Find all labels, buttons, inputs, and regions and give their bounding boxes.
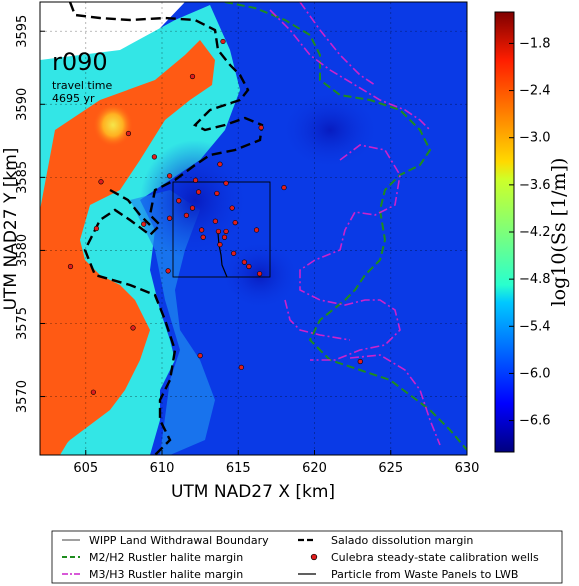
well-marker (223, 228, 229, 235)
colorbar-tick-label: −3.6 (519, 178, 551, 193)
deep-blue-core-3 (280, 90, 380, 170)
m2h2-margin-line (224, 2, 467, 451)
x-tick-label: 630 (455, 461, 480, 476)
well-marker (167, 173, 173, 179)
orange-band (40, 210, 75, 455)
well-marker (141, 221, 147, 227)
well-marker (257, 271, 263, 277)
well-marker (125, 130, 132, 137)
well-marker (167, 215, 173, 221)
legend-wells-swatch (310, 553, 318, 561)
run-label: r090 (52, 48, 108, 76)
x-tick-label: 625 (378, 461, 403, 476)
y-tick-label: 3585 (15, 161, 30, 194)
well-marker (221, 234, 228, 240)
y-tick-label: 3570 (15, 380, 30, 413)
legend-m3h3-label: M3/H3 Rustler halite margin (89, 568, 243, 581)
deep-blue-core (140, 140, 250, 260)
plot-frame (39, 1, 468, 456)
travel-time-value: 4695 yr (52, 92, 95, 105)
well-marker (217, 241, 223, 248)
salado-margin-line (68, 2, 264, 455)
orange-zone (40, 40, 215, 455)
no-data-region (40, 2, 185, 160)
y-tick-label: 3595 (15, 15, 30, 48)
well-marker (196, 189, 202, 195)
well-marker (281, 184, 287, 191)
colorbar-tick-label: −4.8 (519, 272, 551, 287)
x-tick-label: 605 (73, 461, 98, 476)
legend: WIPP Land Withdrawal Boundary M2/H2 Rust… (51, 530, 563, 584)
well-marker (176, 198, 182, 204)
x-axis-ticks: 605 610 615 620 625 630 (73, 450, 479, 476)
legend-wipp-label: WIPP Land Withdrawal Boundary (89, 534, 269, 547)
map-plot-area (40, 2, 467, 455)
particle-path (217, 232, 228, 278)
well-marker (197, 353, 203, 359)
legend-salado-label: Salado dissolution margin (331, 534, 473, 547)
x-tick-label: 610 (150, 461, 175, 476)
well-marker (93, 225, 100, 232)
well-marker (200, 234, 206, 240)
well-marker (90, 389, 96, 395)
travel-time-label: travel time (52, 79, 112, 92)
y-tick-label: 3575 (15, 307, 30, 340)
legend-particle-label: Particle from Waste Panels to LWB (331, 568, 518, 581)
well-marker (67, 263, 74, 270)
legend-wells-label: Culebra steady-state calibration wells (331, 551, 539, 564)
well-marker (192, 177, 199, 183)
well-marker (199, 227, 205, 233)
gridlines (40, 2, 467, 455)
well-marker (220, 38, 226, 45)
salado-margin-line-inner (109, 188, 151, 226)
x-axis-label: UTM NAD27 X [km] (171, 482, 335, 502)
colorbar-tick-label: −6.6 (519, 414, 551, 429)
well-marker (151, 154, 157, 160)
well-marker (231, 250, 237, 256)
colorbar-ticks: −1.8 −2.4 −3.0 −3.6 −4.2 −4.8 −5.4 −6.0 −6.6 (509, 36, 551, 429)
well-marker (258, 125, 264, 131)
well-marker (253, 227, 260, 233)
well-marker (238, 364, 244, 370)
colorbar-tick-label: −5.4 (519, 319, 551, 334)
colorbar-tick-label: −2.4 (519, 84, 551, 99)
colorbar-label: log10(Ss [1/m]) (548, 158, 570, 307)
legend-m2h2-label: M2/H2 Rustler halite margin (89, 551, 243, 564)
colorbar-tick-label: −3.0 (519, 131, 551, 146)
y-tick-label: 3580 (15, 234, 30, 267)
well-marker (241, 259, 247, 265)
well-marker (165, 268, 171, 274)
well-marker (229, 205, 235, 211)
x-tick-label: 615 (226, 461, 251, 476)
well-marker (357, 358, 363, 365)
well-marker (246, 263, 252, 270)
well-marker (223, 180, 229, 186)
m3h3-margin-line-south (284, 144, 441, 446)
wipp-boundary-rect (172, 181, 271, 278)
well-marker (98, 179, 104, 185)
well-marker (214, 190, 220, 197)
y-tick-label: 3590 (15, 88, 30, 121)
well-marker (217, 161, 223, 167)
colorbar-tick-label: −4.2 (519, 225, 551, 240)
colorbar-tick-label: −1.8 (519, 36, 551, 51)
colorbar-tick-label: −6.0 (519, 366, 551, 381)
transition-zone (130, 190, 215, 455)
wells-layer (67, 38, 363, 395)
y-axis-ticks: 3570 3575 3580 3585 3590 3595 (15, 15, 45, 413)
well-marker (130, 325, 136, 331)
y-axis-label: UTM NAD27 Y [km] (1, 148, 21, 311)
well-marker (189, 73, 196, 80)
well-marker (212, 218, 218, 224)
well-marker (215, 228, 222, 235)
x-tick-label: 620 (302, 461, 327, 476)
m3h3-margin-line-north (269, 2, 431, 131)
well-marker (189, 205, 196, 211)
well-marker (232, 220, 238, 226)
well-marker (183, 212, 189, 218)
yellow-high-spot (93, 103, 133, 147)
